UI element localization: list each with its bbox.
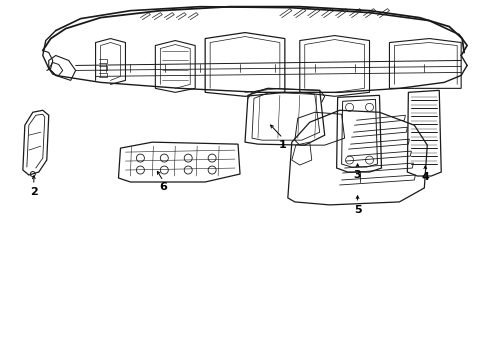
Text: 2: 2 <box>30 187 38 197</box>
Text: 6: 6 <box>159 182 167 192</box>
Text: 3: 3 <box>354 170 362 180</box>
Text: 1: 1 <box>279 140 287 150</box>
Text: 4: 4 <box>421 172 429 182</box>
Text: 5: 5 <box>354 205 362 215</box>
